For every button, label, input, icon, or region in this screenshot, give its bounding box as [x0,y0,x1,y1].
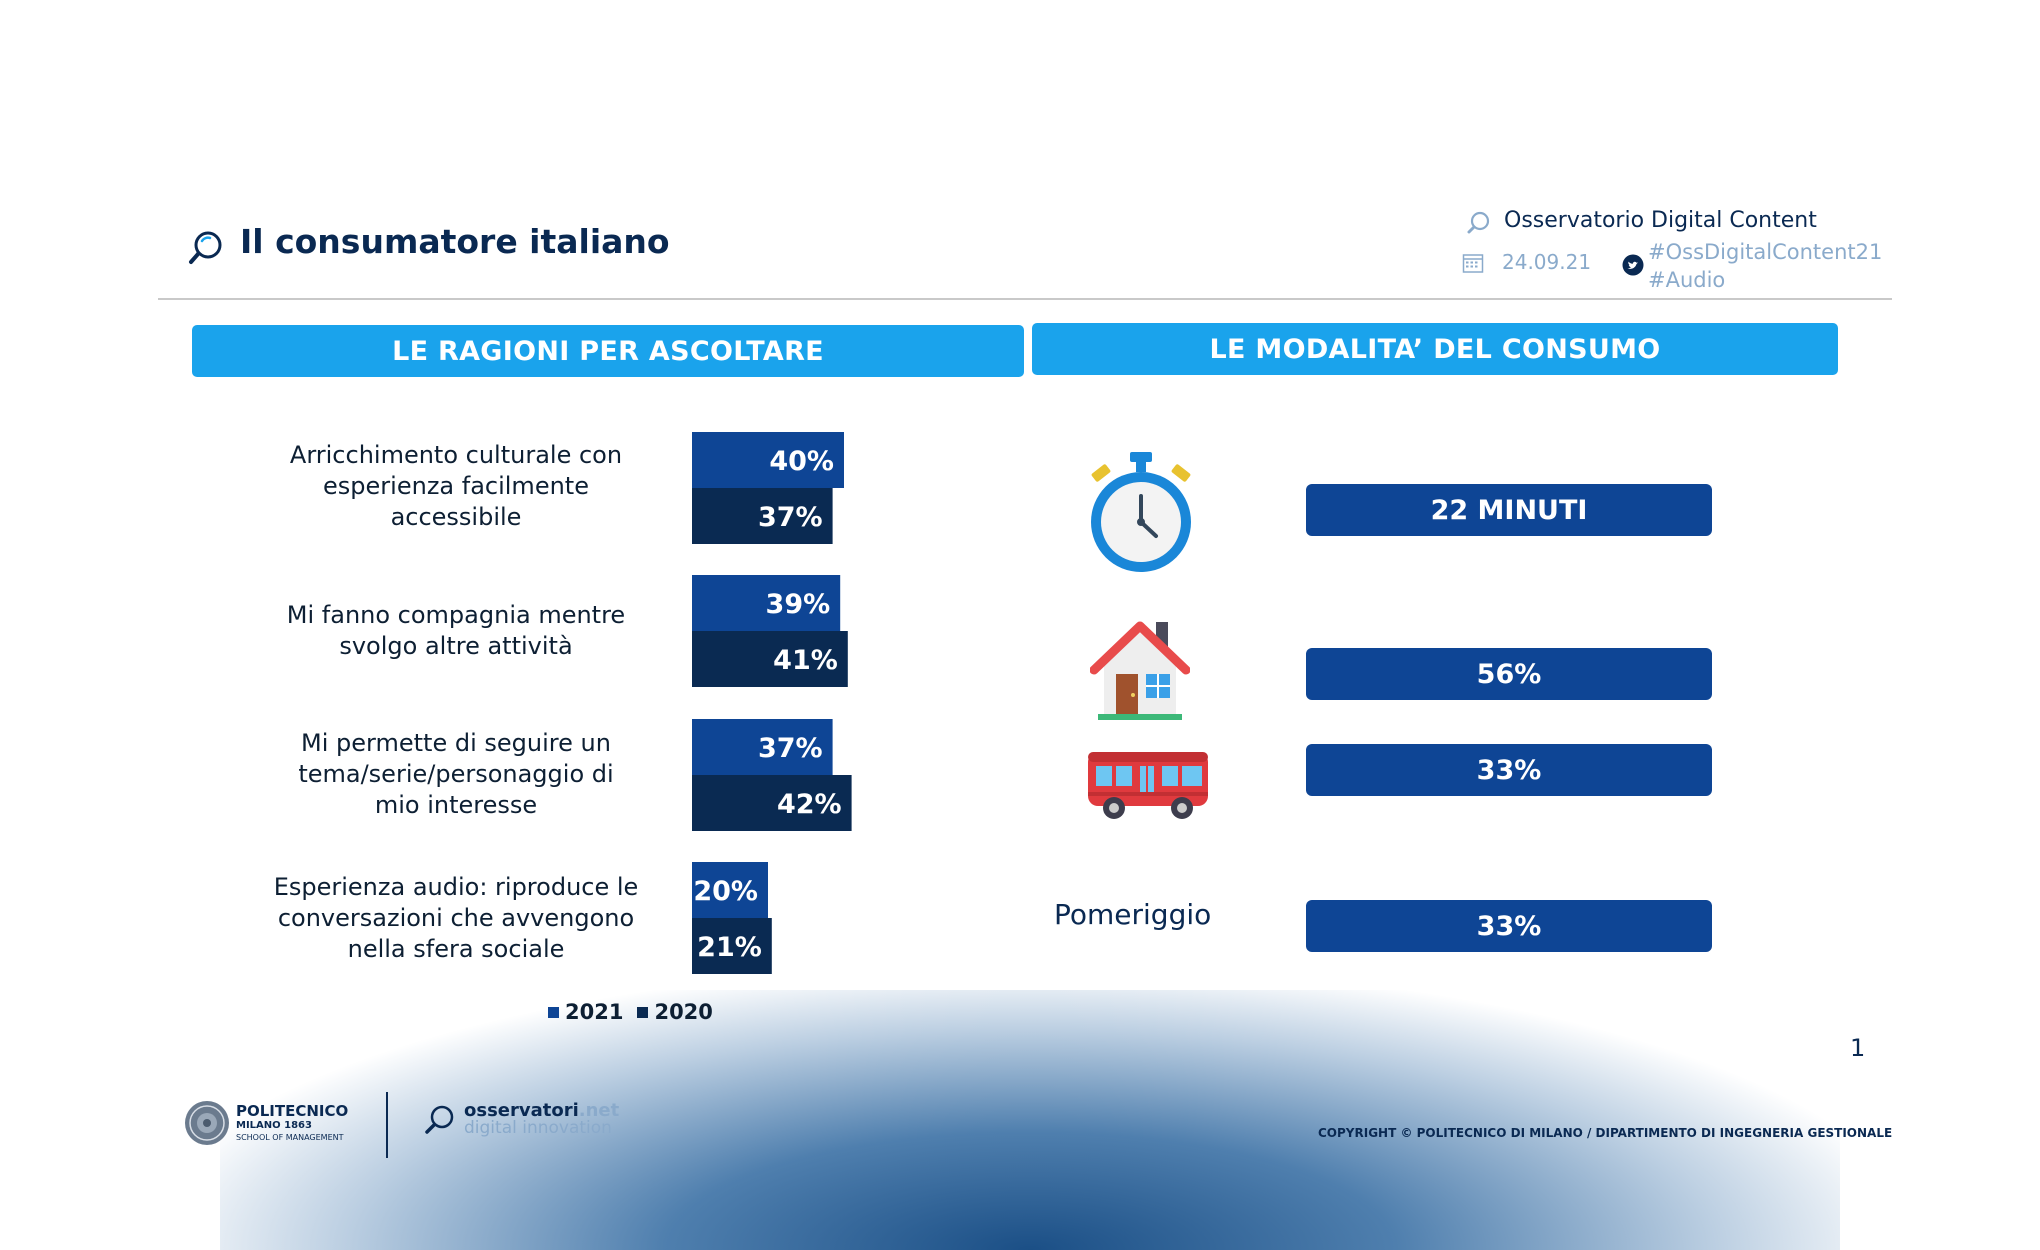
hashtag-audio[interactable]: #Audio [1648,268,1726,292]
afternoon-label: Pomeriggio [1054,898,1212,931]
reason-label-3: Mi permette di seguire un tema/serie/per… [250,728,662,821]
copyright: COPYRIGHT © POLITECNICO DI MILANO / DIPA… [1318,1126,1893,1140]
osservatori-net: .net [578,1100,620,1121]
bar-2020-3 [692,775,852,831]
polimi-school: SCHOOL OF MANAGEMENT [236,1133,344,1142]
transport-value: 33% [1306,744,1712,796]
header-divider [158,298,1892,300]
bar-label-2020-2: 41% [773,645,838,676]
reason-line: accessibile [390,503,522,531]
bar-2021-3 [692,719,833,775]
osservatori-logo-icon [425,1105,454,1134]
home-icon [1090,621,1190,720]
bar-2021-2 [692,575,841,631]
reason-line: svolgo altre attività [339,632,573,660]
legend-swatch-2020 [637,1006,649,1018]
legend-item-2020: 2020 [637,1000,713,1024]
politecnico-seal-logo [185,1101,229,1145]
page-title: Il consumatore italiano [240,222,670,261]
bar-2021-4 [692,862,768,918]
reason-line: Esperienza audio: riproduce le [273,873,639,901]
bus-icon [1088,752,1208,819]
reason-label-1: Arricchimento culturale con esperienza f… [250,440,662,533]
reason-label-2: Mi fanno compagnia mentre svolgo altre a… [250,600,662,662]
home-value: 56% [1306,648,1712,700]
reasons-header: LE RAGIONI PER ASCOLTARE [192,325,1024,377]
bar-label-2021-2: 39% [766,589,831,620]
legend-swatch-2021 [548,1006,559,1018]
hashtag-main[interactable]: #OssDigitalContent21 [1648,240,1883,264]
chart-legend: 2021 2020 [548,1000,713,1024]
reason-line: Arricchimento culturale con [289,441,623,469]
observatory-icon [1467,211,1490,234]
reason-line: mio interesse [374,791,538,819]
reason-label-4: Esperienza audio: riproduce le conversaz… [250,872,662,965]
bar-label-2021-3: 37% [758,733,823,764]
bar-2020-4 [692,918,772,974]
duration-value: 22 MINUTI [1306,484,1712,536]
observatory-name: Osservatorio Digital Content [1504,208,1817,233]
polimi-city: MILANO 1863 [236,1120,312,1131]
calendar-icon [1462,254,1484,273]
bar-2020-1 [692,488,833,544]
afternoon-value: 33% [1306,900,1712,952]
legend-label-2020: 2020 [654,1000,713,1024]
modalities-header: LE MODALITA’ DEL CONSUMO [1032,323,1838,375]
twitter-icon [1622,254,1644,276]
osservatori-name: osservatori.net [464,1100,619,1121]
bar-2021-1 [692,432,844,488]
legend-label-2021: 2021 [565,1000,624,1024]
osservatori-word: osservatori [464,1100,579,1121]
bar-label-2021-4: 20% [693,876,758,907]
polimi-name: POLITECNICO [236,1102,349,1120]
reason-line: tema/serie/personaggio di [298,760,614,788]
reason-line: nella sfera sociale [347,935,565,963]
bar-label-2021-1: 40% [769,446,834,477]
bar-label-2020-1: 37% [758,502,823,533]
logo-divider [386,1092,388,1158]
reason-line: esperienza facilmente [323,472,589,500]
bar-label-2020-4: 21% [697,932,762,963]
bar-label-2020-3: 42% [777,789,842,820]
reason-line: Mi fanno compagnia mentre [286,601,626,629]
bar-2020-2 [692,631,848,687]
reason-line: Mi permette di seguire un [301,729,611,757]
search-icon [189,231,222,264]
reasons-bar-chart: 40% 39% 37% 20% 37% 41% 42% 21% [692,432,852,974]
page-number: 1 [1850,1034,1866,1062]
reason-line: conversazioni che avvengono [277,904,635,932]
osservatori-tagline: digital innovation [464,1118,612,1138]
legend-item-2021: 2021 [548,1000,623,1024]
stopwatch-icon [1091,452,1191,572]
date: 24.09.21 [1502,250,1592,274]
